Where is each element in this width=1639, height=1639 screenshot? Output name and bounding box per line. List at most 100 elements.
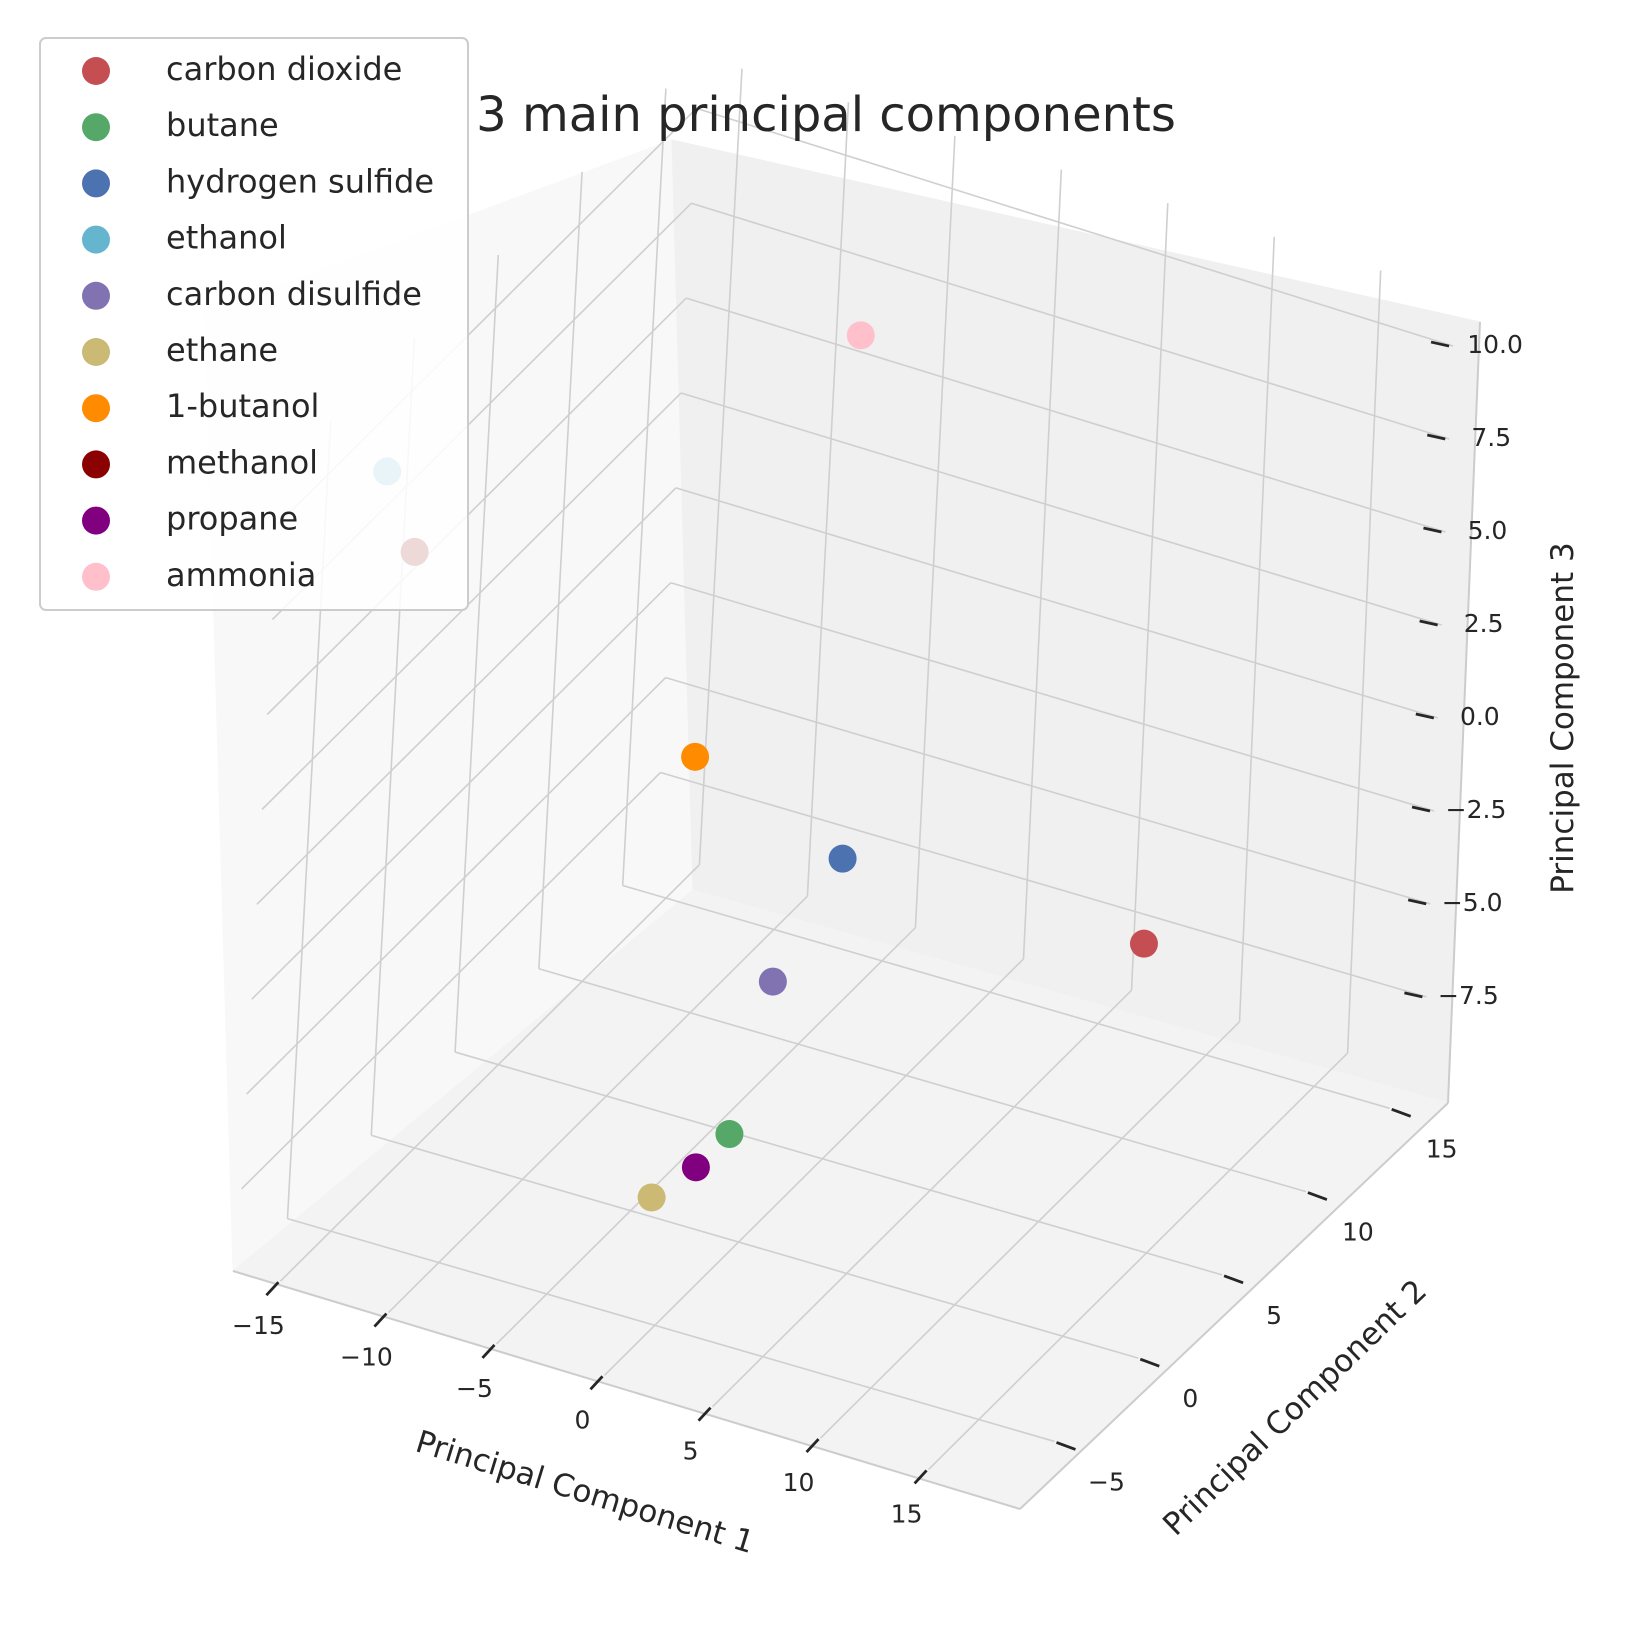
y-axis-ticks: −5 0 5 10 15	[1055, 1107, 1458, 1496]
data-point-propane	[681, 1153, 710, 1182]
y-axis-tick-label: 5	[1266, 1301, 1282, 1330]
z-axis-tick-label: 7.5	[1471, 423, 1511, 452]
gridline-y	[287, 1217, 1055, 1443]
chart-title: 3 main principal components	[476, 87, 1176, 143]
x-axis-label: Principal Component 1	[412, 1424, 759, 1561]
gridline-z	[261, 392, 682, 810]
legend-label: ethane	[166, 331, 278, 369]
z-axis-tick-mark	[1415, 712, 1435, 720]
x-axis-tick-mark	[481, 1343, 496, 1359]
legend-label: ammonia	[166, 556, 316, 594]
legend-marker	[82, 169, 110, 198]
gridline-z	[251, 582, 672, 1000]
legend-label: hydrogen sulfide	[166, 162, 434, 200]
gridline-z	[670, 581, 1435, 812]
data-point-hydrogen-sulfide	[828, 844, 857, 873]
z-axis-tick-mark	[1426, 433, 1446, 441]
y-axis-tick-label: 0	[1182, 1384, 1198, 1413]
legend-label: 1-butanol	[166, 387, 319, 425]
legend-label: butane	[166, 106, 279, 144]
y-axis-tick-label: 10	[1342, 1218, 1374, 1247]
z-axis-label: Principal Component 3	[1545, 542, 1581, 894]
z-axis-tick-mark	[1407, 898, 1427, 906]
z-axis-tick-mark	[1423, 526, 1442, 534]
x-axis-tick-label: −15	[232, 1311, 285, 1340]
z-axis-tick-label: −5.0	[1442, 888, 1503, 917]
gridline-z	[680, 392, 1442, 626]
x-axis-spine	[232, 1270, 1021, 1510]
gridline-y	[371, 1134, 1139, 1359]
x-axis-tick-label: 10	[783, 1468, 815, 1497]
y-axis-tick-mark	[1223, 1274, 1244, 1285]
gridline-x	[603, 958, 1025, 1376]
legend-label: ethanol	[166, 219, 287, 257]
x-axis-tick-label: 0	[575, 1405, 591, 1434]
legend-marker	[82, 394, 110, 423]
gridline-y	[538, 968, 1307, 1193]
gridline-z	[660, 771, 1427, 998]
z-axis-ticks: −7.5 −5.0 −2.5 0.0 2.5 5.0 7.5 10.0	[1404, 330, 1523, 1010]
gridline-x	[495, 926, 917, 1345]
gridline-y	[538, 171, 583, 969]
data-point-1-butanol	[681, 742, 710, 771]
y-axis-tick-mark	[1307, 1191, 1328, 1201]
legend-marker	[82, 113, 110, 142]
data-point-carbon-disulfide	[758, 967, 787, 996]
data-point-ammonia	[846, 321, 875, 350]
gridline-z	[696, 107, 1454, 347]
x-axis-tick-mark	[697, 1406, 712, 1422]
legend: carbon dioxide butane hydrogen sulfide etha…	[39, 37, 469, 611]
gridline-z	[240, 771, 662, 1190]
y-axis-tick-mark	[1139, 1357, 1160, 1368]
gridline-y	[454, 255, 500, 1053]
legend-label: methanol	[166, 443, 318, 481]
axis-spines	[232, 321, 1481, 1510]
gridlines	[240, 68, 1454, 1471]
x-axis-tick-mark	[913, 1469, 928, 1485]
z-axis-tick-label: 2.5	[1464, 609, 1504, 638]
y-axis-tick-mark	[1055, 1441, 1076, 1451]
x-axis-tick-mark	[373, 1312, 388, 1328]
data-point-butane	[715, 1120, 744, 1149]
z-axis-tick-mark	[1404, 991, 1423, 999]
legend-items: carbon dioxide butane hydrogen sulfide etha…	[82, 50, 434, 594]
x-axis-tick-mark	[265, 1281, 280, 1297]
gridline-z	[256, 487, 677, 905]
legend-box	[39, 37, 469, 611]
gridline-z	[246, 677, 667, 1095]
legend-marker	[82, 562, 110, 591]
legend-label: carbon disulfide	[166, 275, 422, 313]
z-axis-tick-mark	[1419, 619, 1438, 627]
z-axis-tick-mark	[1411, 805, 1431, 813]
data-point-ethane	[637, 1183, 666, 1212]
gridline-y	[622, 884, 1390, 1110]
gridline-z	[675, 487, 1439, 719]
y-axis-spine	[1019, 1102, 1449, 1510]
gridline-z	[665, 676, 1431, 905]
legend-label: propane	[166, 500, 298, 538]
legend-label: carbon dioxide	[166, 50, 402, 88]
z-axis-spine	[1447, 321, 1481, 1104]
x-axis-tick-label: −10	[340, 1343, 393, 1372]
z-axis-tick-label: −7.5	[1438, 981, 1499, 1010]
y-axis-tick-label: 15	[1426, 1134, 1458, 1163]
gridline-x	[711, 989, 1133, 1408]
legend-marker	[82, 450, 110, 479]
gridline-x	[819, 1021, 1241, 1439]
gridline-x	[1346, 270, 1382, 1054]
legend-marker	[82, 338, 110, 366]
gridline-x	[1022, 169, 1063, 959]
gridline-x	[1130, 203, 1169, 991]
y-axis-tick-mark	[1391, 1107, 1412, 1118]
gridline-x	[279, 864, 700, 1282]
y-axis-tick-label: −5	[1088, 1467, 1125, 1496]
gridline-y	[454, 1051, 1223, 1276]
legend-marker	[82, 506, 110, 535]
x-axis-tick-label: −5	[456, 1374, 493, 1403]
x-axis-ticks: −15 −10 −5 0 5 10 15	[232, 1281, 928, 1528]
x-axis-tick-mark	[805, 1438, 820, 1454]
gridline-y	[621, 88, 667, 886]
z-axis-tick-mark	[1430, 340, 1450, 348]
legend-marker	[82, 57, 110, 85]
